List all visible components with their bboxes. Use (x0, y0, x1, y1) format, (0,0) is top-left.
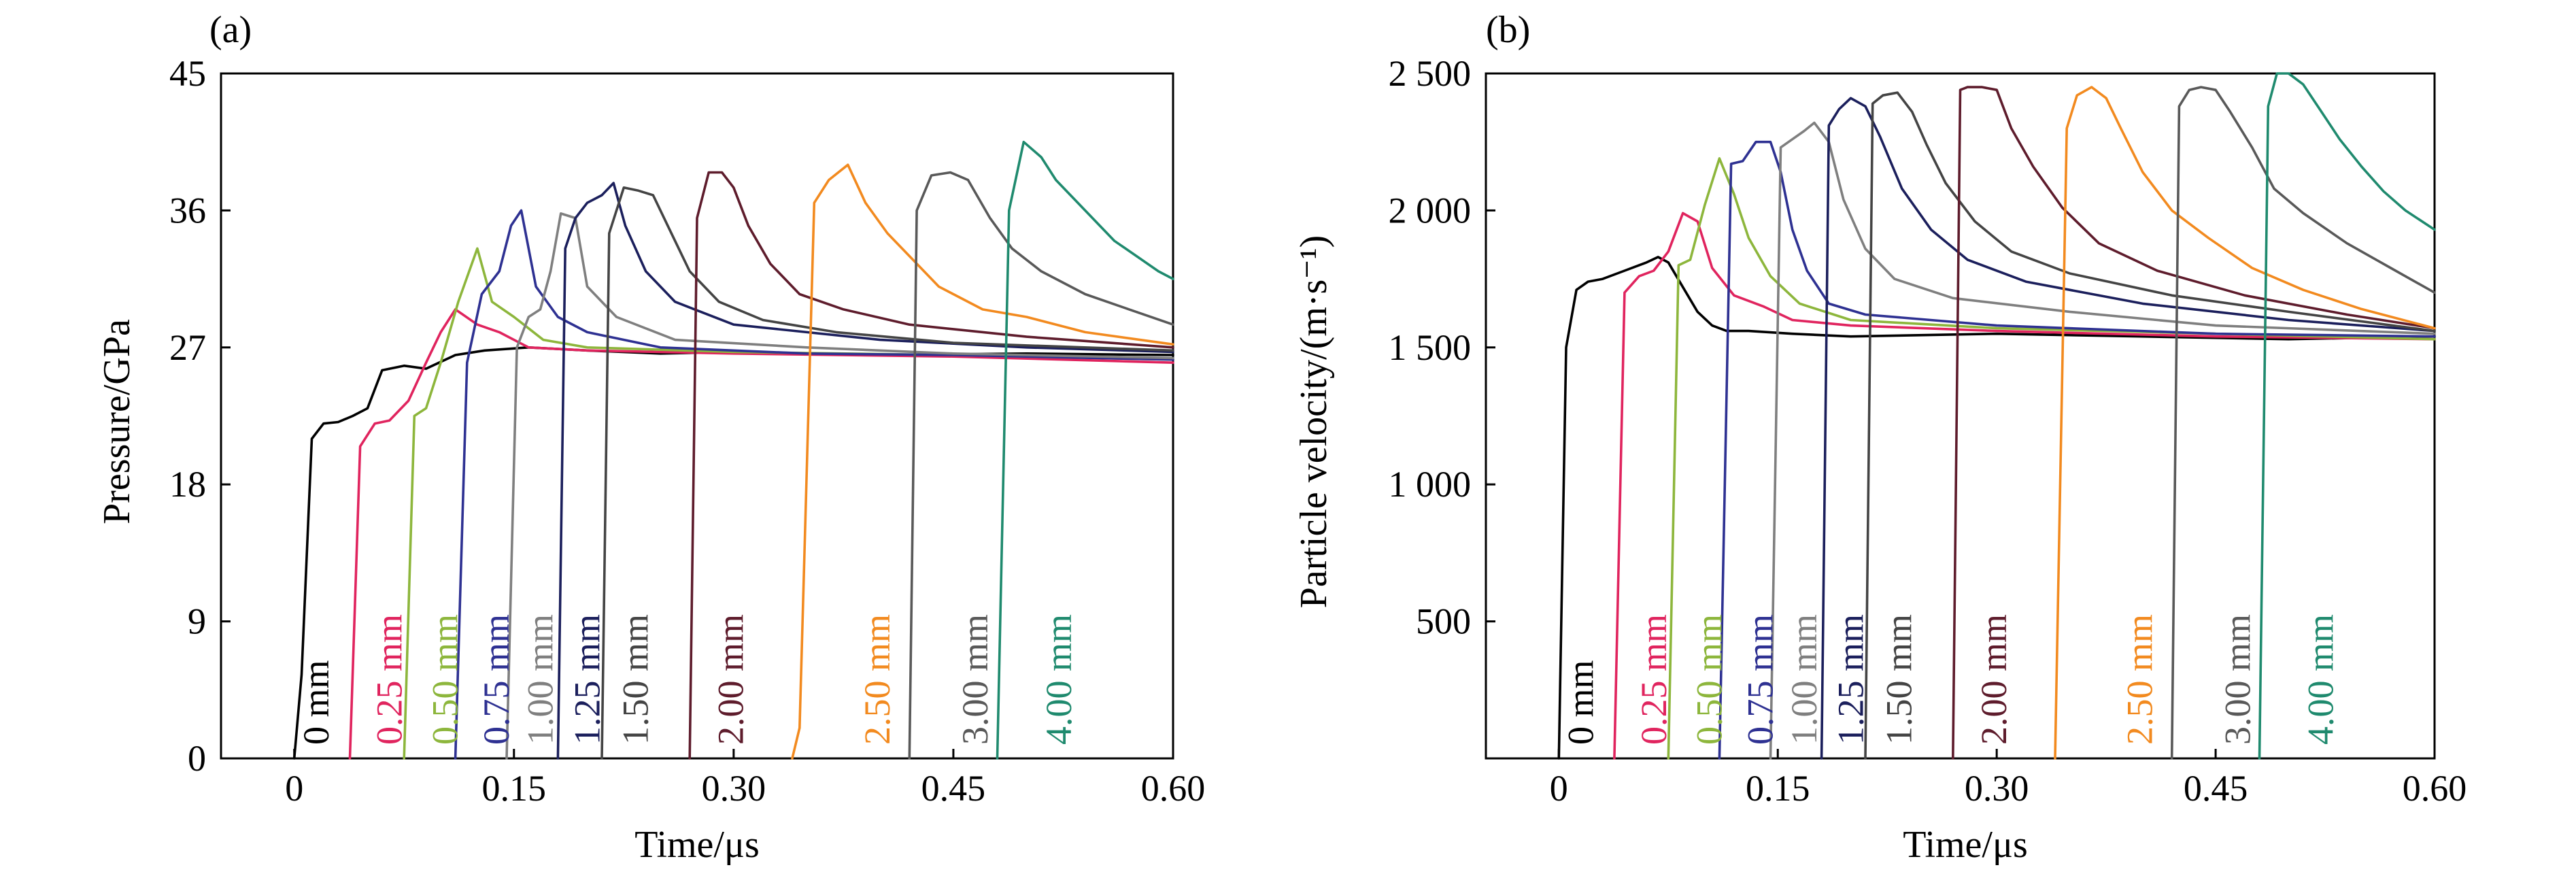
panel-b-letter: (b) (1486, 9, 1530, 51)
panel-a-x-tick-label-2: 0.30 (702, 768, 766, 809)
panel-b-series-label-6: 1.50 mm (1878, 614, 1919, 745)
panel-b-y-tick-label-0: 500 (1416, 601, 1471, 642)
panel-a-series-label-5: 1.25 mm (567, 614, 608, 745)
panel-b-series-line-8 (2054, 86, 2436, 760)
panel-a-x-tick-label-3: 0.45 (921, 768, 986, 809)
panel-b: (b) Particle velocity/(m·s⁻¹) Time/μs 0 … (1293, 9, 2467, 866)
panel-a-letter: (a) (209, 9, 252, 51)
panel-a-series-line-3 (454, 209, 1174, 760)
panel-a-series-label-10: 4.00 mm (1038, 614, 1079, 745)
panel-a-series-line-9 (908, 171, 1174, 760)
panel-a-x-axis-title: Time/μs (634, 824, 760, 866)
panel-b-x-tick-label-2: 0.30 (1965, 768, 2029, 809)
panel-b-series-line-1 (1613, 212, 2436, 760)
panel-b-series-line-7 (1952, 86, 2436, 760)
panel-b-series-label-9: 3.00 mm (2217, 614, 2258, 745)
panel-a-series-label-0: 0 mm (296, 660, 337, 745)
panel-b-y-tick-label-1: 1 000 (1389, 464, 1472, 505)
panel-b-series-line-9 (2170, 86, 2436, 760)
panel-a-y-tick-label-4: 36 (169, 190, 206, 231)
panel-a-series-label-2: 0.50 mm (425, 614, 466, 745)
panel-b-y-axis-title: Particle velocity/(m·s⁻¹) (1293, 235, 1335, 609)
panel-b-y-tick-label-2: 1 500 (1389, 327, 1472, 368)
panel-a-x-tick-label-0: 0 (285, 768, 303, 809)
panel-b-x-tick-label-3: 0.45 (2184, 768, 2248, 809)
panel-b-series-line-4 (1769, 121, 2436, 760)
panel-b-series-line-6 (1864, 91, 2436, 760)
panel-a-y-tick-label-2: 18 (169, 464, 206, 505)
panel-b-x-tick-label-1: 0.15 (1746, 768, 1810, 809)
panel-b-series-line-0 (1557, 256, 2436, 760)
panel-a: (a) Pressure/GPa Time/μs 0 mm 0.25 mm 0.50… (96, 9, 1205, 866)
panel-b-series-label-0: 0 mm (1561, 660, 1601, 745)
panel-a-series-label-8: 2.50 mm (857, 614, 898, 745)
panel-a-series-label-7: 2.00 mm (711, 614, 751, 745)
panel-a-series-line-8 (791, 163, 1174, 760)
panel-a-series-label-3: 0.75 mm (476, 614, 517, 745)
panel-b-x-tick-label-4: 0.60 (2403, 768, 2467, 809)
panel-b-series-label-4: 1.00 mm (1784, 614, 1825, 745)
panel-b-series-label-8: 2.50 mm (2120, 614, 2160, 745)
panel-b-series-label-1: 0.25 mm (1633, 614, 1674, 745)
panel-a-series-label-1: 0.25 mm (369, 614, 410, 745)
panel-a-y-tick-label-0: 0 (188, 738, 206, 779)
panel-a-series-label-6: 1.50 mm (615, 614, 656, 745)
panel-a-y-tick-label-5: 45 (169, 53, 206, 94)
panel-a-y-tick-label-1: 9 (188, 601, 206, 642)
panel-b-series-line-2 (1667, 157, 2436, 760)
panel-a-series-label-9: 3.00 mm (955, 614, 996, 745)
panel-a-series-line-6 (600, 186, 1174, 760)
panel-b-x-axis-title: Time/μs (1903, 824, 2028, 866)
panel-b-series-label-3: 0.75 mm (1740, 614, 1781, 745)
panel-a-series-line-10 (996, 140, 1174, 760)
panel-a-series-line-5 (556, 182, 1174, 760)
panel-b-series-label-5: 1.25 mm (1831, 614, 1871, 745)
panel-b-series-label-10: 4.00 mm (2301, 614, 2341, 745)
panel-b-plot-frame (1485, 72, 2436, 760)
panel-a-series-line-7 (688, 171, 1174, 760)
panel-b-series-line-5 (1820, 97, 2436, 760)
panel-a-series-label-4: 1.00 mm (520, 614, 561, 745)
panel-b-series-line-3 (1718, 140, 2436, 760)
panel-a-series-line-2 (403, 247, 1174, 760)
panel-a-x-tick-label-1: 0.15 (482, 768, 547, 809)
panel-b-y-tick-label-4: 2 500 (1389, 53, 1472, 94)
panel-b-y-tick-label-3: 2 000 (1389, 190, 1472, 231)
panel-b-series-line-10 (2258, 72, 2436, 760)
panel-b-series-label-7: 2.00 mm (1973, 614, 2014, 745)
panel-b-series-label-2: 0.50 mm (1689, 614, 1729, 745)
panel-a-y-axis-title: Pressure/GPa (96, 319, 138, 524)
panel-b-x-tick-label-0: 0 (1550, 768, 1568, 809)
panel-a-x-tick-label-4: 0.60 (1141, 768, 1206, 809)
panel-a-y-tick-label-3: 27 (169, 327, 206, 368)
panel-a-plot-frame (220, 72, 1174, 760)
